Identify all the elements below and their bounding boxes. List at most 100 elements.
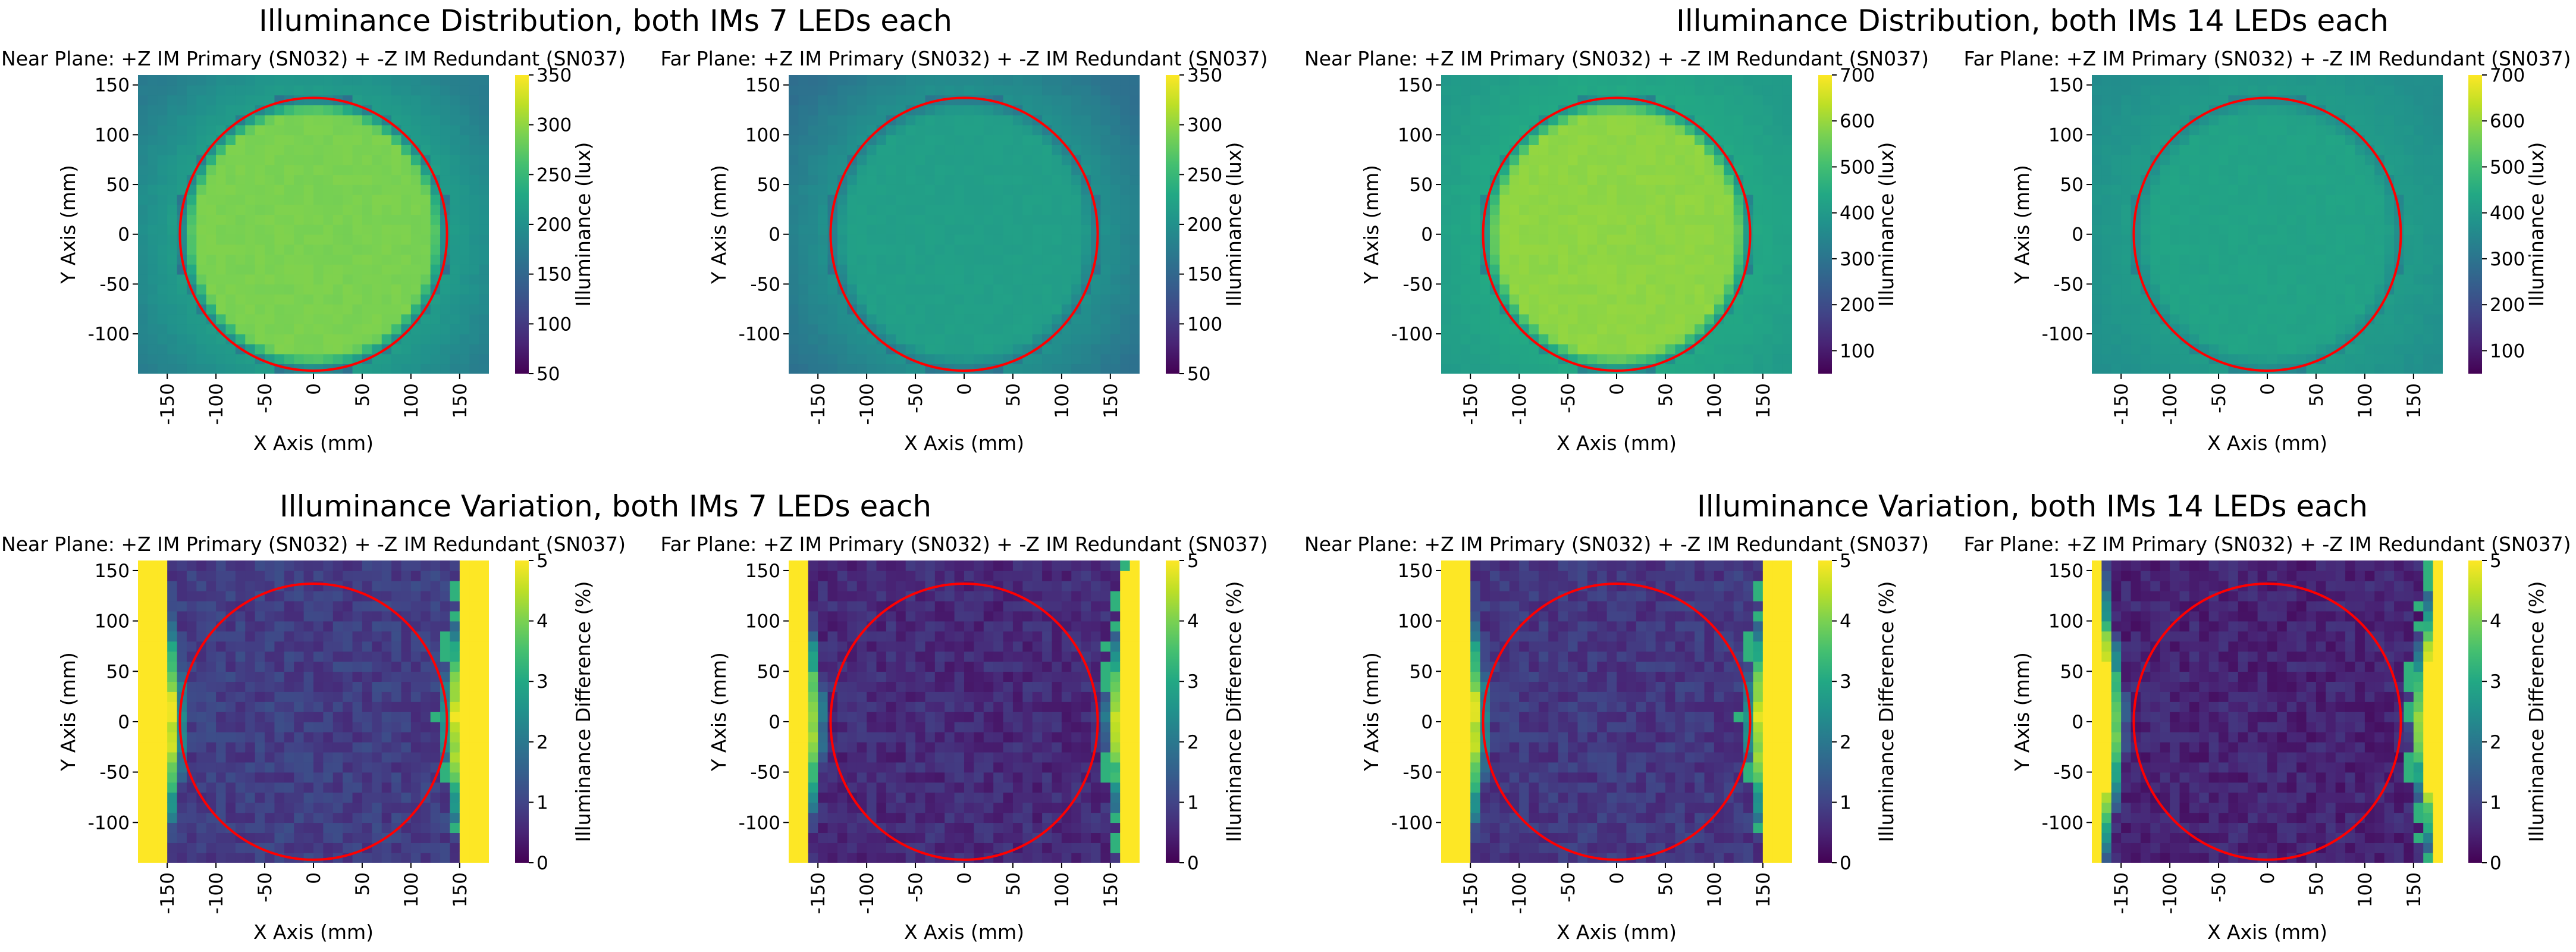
heatmap-cell: [196, 194, 207, 205]
heatmap-cell: [2160, 364, 2170, 374]
heatmap-cell: [2326, 174, 2336, 185]
heatmap-cell: [430, 224, 441, 235]
heatmap-cell: [148, 194, 158, 205]
heatmap-cell: [284, 284, 295, 295]
heatmap-cell: [2277, 134, 2288, 145]
heatmap-cell: [148, 184, 158, 195]
heatmap-cell: [186, 194, 197, 205]
heatmap-cell: [2267, 134, 2278, 145]
heatmap-cell: [255, 234, 265, 245]
heatmap-cell: [352, 284, 363, 295]
heatmap-cell: [410, 284, 422, 295]
heatmap-cell: [837, 204, 848, 215]
heatmap-cell: [1762, 343, 1774, 355]
heatmap-cell: [343, 254, 353, 265]
heatmap-cell: [2404, 284, 2414, 295]
heatmap-cell: [2160, 114, 2170, 126]
heatmap-cell: [274, 681, 285, 692]
heatmap-cell: [1724, 264, 1734, 275]
heatmap-cell: [1129, 244, 1140, 255]
heatmap-cell: [148, 343, 158, 355]
heatmap-cell: [1441, 364, 1452, 374]
heatmap-cell: [2257, 214, 2268, 225]
heatmap-cell: [1617, 145, 1627, 155]
heatmap-cell: [2355, 294, 2365, 305]
heatmap-cell: [1733, 224, 1744, 235]
heatmap-cell: [1762, 194, 1774, 205]
heatmap-cell: [255, 702, 265, 712]
heatmap-cell: [430, 84, 441, 96]
x-axis-label: X Axis (mm): [1557, 431, 1677, 455]
heatmap-cell: [1091, 303, 1102, 315]
heatmap-cell: [1100, 114, 1111, 126]
heatmap-cell: [225, 184, 236, 195]
heatmap-cell: [186, 254, 197, 265]
heatmap-cell: [1129, 324, 1140, 334]
heatmap-cell: [274, 631, 285, 642]
heatmap-cell: [2433, 154, 2443, 165]
heatmap-cell: [1120, 254, 1131, 265]
heatmap-cell: [2219, 284, 2229, 295]
heatmap-cell: [196, 284, 207, 295]
heatmap-cell: [1558, 234, 1568, 245]
heatmap-cell: [1480, 353, 1491, 365]
heatmap-cell: [138, 651, 149, 662]
heatmap-cell: [2199, 194, 2210, 205]
heatmap-cell: [206, 721, 217, 732]
heatmap-cell: [196, 174, 207, 185]
heatmap-cell: [1003, 214, 1014, 225]
heatmap-cell: [1548, 364, 1559, 374]
heatmap-cell: [245, 822, 256, 833]
heatmap-cell: [2111, 274, 2122, 285]
heatmap-cell: [2179, 124, 2190, 136]
heatmap-cell: [148, 702, 158, 712]
heatmap-cell: [274, 204, 285, 215]
heatmap-cell: [1762, 254, 1774, 265]
heatmap-cell: [867, 164, 877, 176]
heatmap-cell: [2296, 284, 2307, 295]
heatmap-cell: [343, 314, 353, 325]
heatmap-cell: [1782, 224, 1792, 235]
heatmap-cell: [148, 214, 158, 225]
heatmap-cell: [915, 84, 926, 96]
heatmap-cell: [1733, 254, 1744, 265]
heatmap-cell: [352, 164, 363, 176]
heatmap-cell: [789, 194, 799, 205]
heatmap-cell: [1110, 214, 1121, 225]
heatmap-cell: [2101, 84, 2112, 96]
heatmap-cell: [332, 294, 343, 305]
heatmap-cell: [1714, 184, 1725, 195]
heatmap-cell: [469, 274, 480, 285]
heatmap-cell: [1636, 75, 1646, 86]
heatmap-cell: [1548, 204, 1559, 215]
heatmap-cell: [2248, 84, 2258, 96]
heatmap-cell: [2189, 164, 2200, 176]
heatmap-cell: [1061, 294, 1072, 305]
heatmap-cell: [1607, 254, 1617, 265]
heatmap-cell: [1499, 134, 1510, 145]
heatmap-cell: [245, 124, 256, 136]
heatmap-cell: [837, 124, 848, 136]
heatmap-cell: [1733, 204, 1744, 215]
heatmap-cell: [1470, 145, 1481, 155]
heatmap-cell: [2364, 274, 2376, 285]
heatmap-cell: [391, 154, 402, 165]
heatmap-cell: [2150, 145, 2161, 155]
heatmap-cell: [2374, 114, 2385, 126]
heatmap-cell: [1081, 244, 1091, 255]
heatmap-cell: [381, 303, 392, 315]
heatmap-cell: [1129, 294, 1140, 305]
heatmap-cell: [993, 114, 1004, 126]
heatmap-cell: [983, 294, 994, 305]
heatmap-cell: [2208, 303, 2219, 315]
heatmap-cell: [2355, 254, 2365, 265]
heatmap-cell: [2413, 114, 2424, 126]
heatmap-cell: [915, 145, 926, 155]
heatmap-cell: [1100, 194, 1111, 205]
heatmap-cell: [1129, 284, 1140, 295]
heatmap-cell: [876, 184, 887, 195]
heatmap-cell: [2277, 244, 2288, 255]
heatmap-cell: [2121, 154, 2132, 165]
heatmap-cell: [1704, 214, 1715, 225]
